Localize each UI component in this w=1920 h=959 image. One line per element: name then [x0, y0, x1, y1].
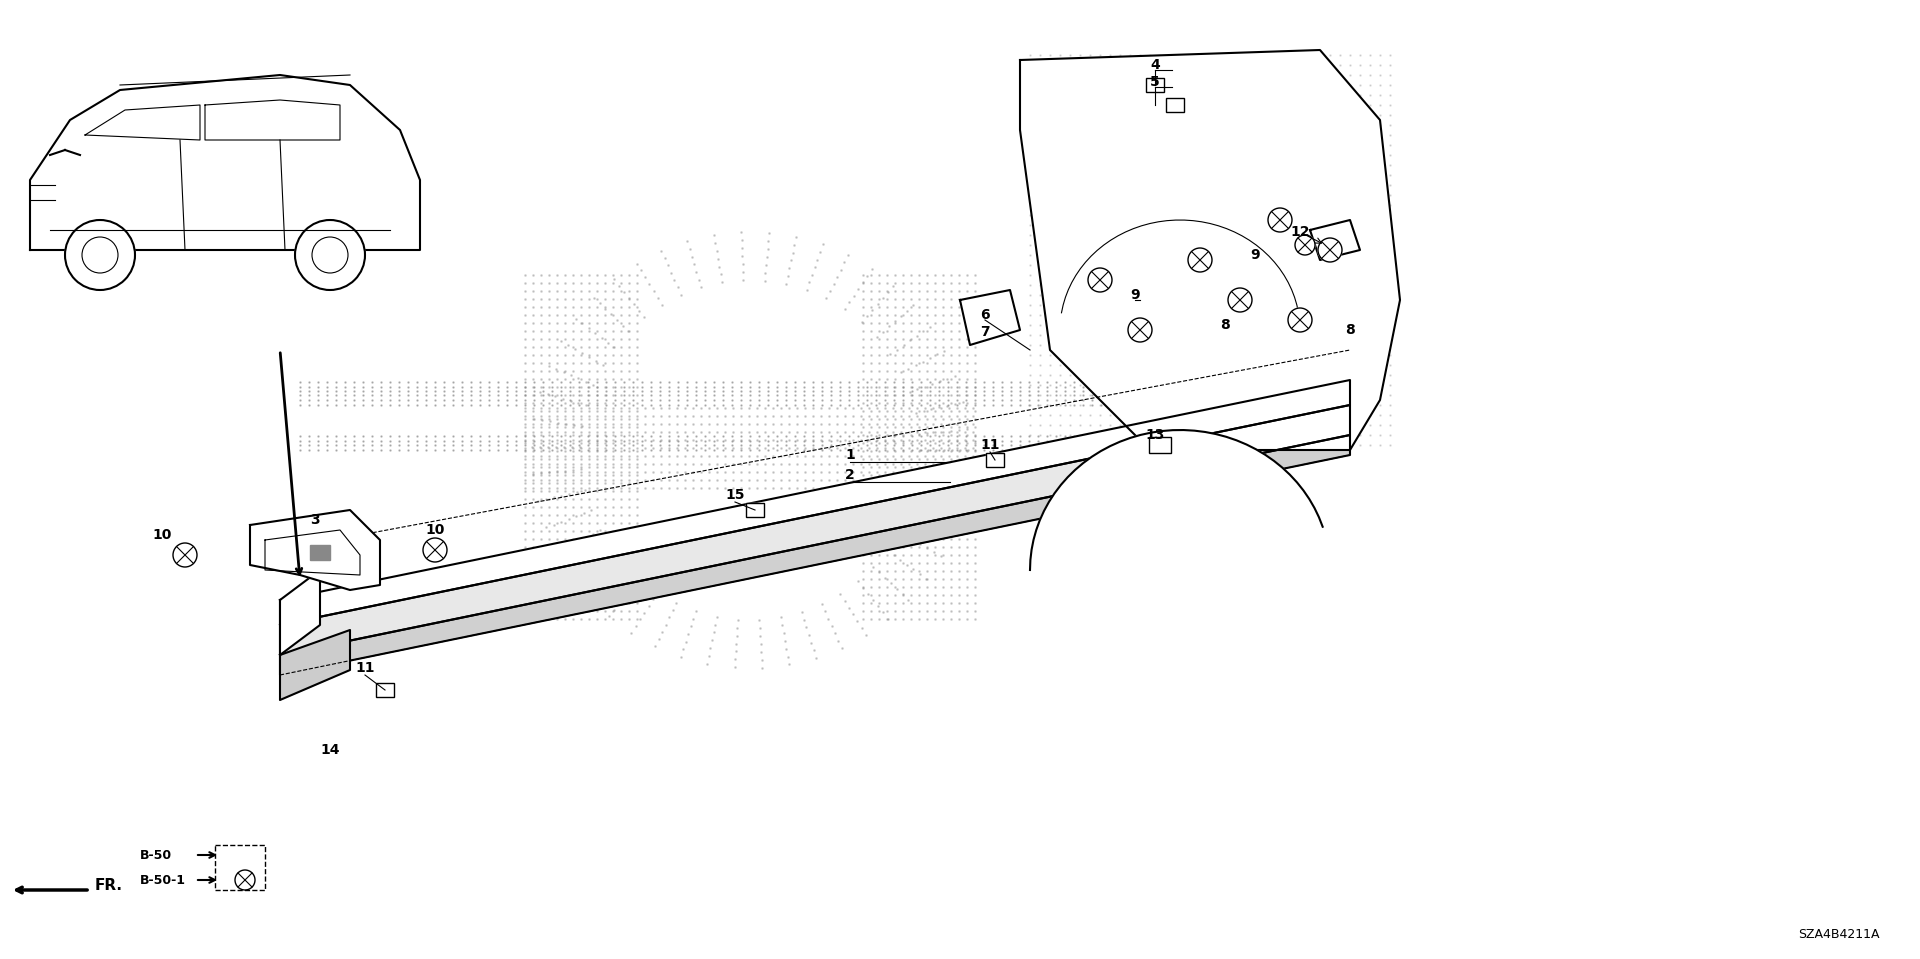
Bar	[376, 683, 394, 697]
Polygon shape	[280, 405, 1350, 655]
Text: 7: 7	[981, 325, 991, 339]
Polygon shape	[280, 380, 1350, 625]
Circle shape	[296, 220, 365, 290]
Circle shape	[1089, 268, 1112, 292]
Text: 8: 8	[1219, 318, 1231, 332]
Polygon shape	[280, 435, 1350, 675]
Circle shape	[65, 220, 134, 290]
Text: 5: 5	[1150, 75, 1160, 89]
Text: 11: 11	[355, 661, 374, 675]
Polygon shape	[84, 105, 200, 140]
Bar	[309, 545, 330, 560]
Text: 11: 11	[981, 438, 1000, 452]
Bar	[987, 453, 1004, 467]
Text: 1: 1	[845, 448, 854, 462]
Bar	[376, 683, 394, 697]
Text: 2: 2	[845, 468, 854, 482]
Bar	[215, 845, 265, 890]
Polygon shape	[960, 290, 1020, 345]
Text: 13: 13	[1146, 428, 1165, 442]
Text: 3: 3	[311, 513, 321, 527]
Text: FR.: FR.	[94, 877, 123, 893]
Polygon shape	[250, 510, 380, 590]
Polygon shape	[31, 75, 420, 250]
Polygon shape	[1029, 430, 1323, 570]
Polygon shape	[280, 570, 321, 655]
Text: 15: 15	[726, 488, 745, 502]
Bar	[1148, 437, 1171, 453]
Text: 10: 10	[152, 528, 171, 542]
Circle shape	[1294, 235, 1315, 255]
Circle shape	[1129, 318, 1152, 342]
Circle shape	[173, 543, 198, 567]
Text: SZA4B4211A: SZA4B4211A	[1799, 928, 1880, 942]
Text: 8: 8	[1346, 323, 1356, 337]
Text: 9: 9	[1250, 248, 1260, 262]
Bar	[1146, 78, 1164, 92]
Circle shape	[1188, 248, 1212, 272]
Circle shape	[1267, 208, 1292, 232]
Text: 4: 4	[1150, 58, 1160, 72]
Text: 6: 6	[981, 308, 991, 322]
Bar	[1146, 78, 1164, 92]
Polygon shape	[205, 100, 340, 140]
Circle shape	[234, 870, 255, 890]
Text: 12: 12	[1290, 225, 1309, 239]
Bar	[747, 503, 764, 517]
Circle shape	[1288, 308, 1311, 332]
Bar	[1165, 98, 1185, 112]
Bar	[1148, 437, 1171, 453]
Circle shape	[1317, 238, 1342, 262]
Polygon shape	[280, 630, 349, 700]
Circle shape	[422, 538, 447, 562]
Polygon shape	[1309, 220, 1359, 260]
Text: 9: 9	[1131, 288, 1140, 302]
Circle shape	[1229, 288, 1252, 312]
Bar	[987, 453, 1004, 467]
Bar	[747, 503, 764, 517]
Text: 14: 14	[321, 743, 340, 757]
Text: 10: 10	[426, 523, 445, 537]
Bar	[1165, 98, 1185, 112]
Text: B-50-1: B-50-1	[140, 874, 186, 886]
Text: B-50: B-50	[140, 849, 173, 861]
Polygon shape	[1020, 50, 1400, 450]
